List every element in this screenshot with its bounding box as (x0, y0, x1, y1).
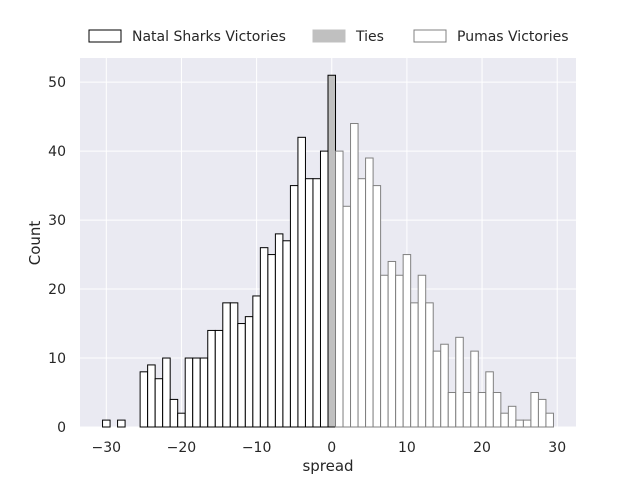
pumas-bar (417, 274, 427, 428)
pumas-bar (522, 419, 532, 428)
x-tick-label: −20 (167, 440, 197, 456)
natal-sharks-bar (207, 329, 216, 428)
pumas-bar (507, 405, 517, 428)
natal-sharks-bar (267, 254, 276, 428)
legend: Natal Sharks Victories Ties Pumas Victor… (88, 29, 569, 45)
y-tick-label: 40 (48, 144, 66, 160)
x-tick-label: 30 (548, 440, 566, 456)
pumas-bar (537, 398, 547, 428)
x-tick-label: −10 (242, 440, 272, 456)
natal-sharks-bar (274, 233, 284, 428)
pumas-bar (387, 260, 397, 428)
natal-sharks-bar (214, 329, 224, 428)
natal-sharks-bar (154, 378, 164, 428)
legend-swatch-pumas (413, 29, 447, 43)
natal-sharks-bar (237, 323, 246, 428)
natal-sharks-bar (312, 178, 321, 428)
natal-sharks-bar (147, 364, 156, 428)
pumas-bar (455, 336, 464, 428)
natal-sharks-bar (139, 371, 149, 428)
natal-sharks-bar (297, 136, 306, 428)
legend-label-natal: Natal Sharks Victories (132, 29, 286, 45)
x-tick-label: 0 (327, 440, 336, 456)
x-tick-label: −30 (92, 440, 122, 456)
legend-swatch-ties (312, 29, 346, 43)
pumas-bar (545, 412, 554, 428)
y-axis-label: Count (26, 221, 44, 266)
natal-sharks-bar (222, 302, 231, 428)
pumas-bar (500, 412, 509, 428)
pumas-bar (335, 150, 344, 428)
natal-sharks-bar (319, 150, 329, 428)
natal-sharks-bar (259, 247, 269, 428)
pumas-bar (492, 392, 502, 428)
pumas-bar (432, 350, 442, 428)
y-tick-label: 10 (48, 351, 66, 367)
natal-sharks-bar (282, 240, 291, 428)
pumas-bar (477, 392, 487, 428)
pumas-bar (342, 205, 352, 428)
natal-sharks-bar (252, 295, 261, 428)
natal-sharks-bar (162, 357, 171, 428)
pumas-bar (485, 371, 494, 428)
y-axis-ticks: 0 10 20 30 40 50 (48, 75, 66, 436)
natal-sharks-bar (289, 185, 299, 428)
y-tick-label: 50 (48, 75, 66, 91)
legend-label-pumas: Pumas Victories (457, 29, 569, 45)
natal-sharks-bar (102, 419, 111, 428)
natal-sharks-bar (169, 398, 179, 428)
pumas-bar (447, 392, 457, 428)
x-axis-ticks: −30 −20 −10 0 10 20 30 (92, 440, 567, 456)
pumas-bar (462, 392, 472, 428)
pumas-bar (425, 302, 434, 428)
y-tick-label: 30 (48, 213, 66, 229)
pumas-bar (470, 350, 479, 428)
pumas-bar (380, 274, 389, 428)
pumas-bar (410, 302, 419, 428)
legend-label-ties: Ties (355, 29, 384, 45)
y-tick-label: 20 (48, 282, 66, 298)
natal-sharks-bar (192, 357, 201, 428)
natal-sharks-bar (304, 178, 314, 428)
pumas-bar (350, 123, 359, 428)
pumas-bar (372, 185, 382, 428)
x-tick-label: 10 (398, 440, 416, 456)
natal-sharks-bar (117, 419, 126, 428)
x-axis-label: spread (302, 457, 353, 475)
pumas-bar (402, 254, 412, 428)
natal-sharks-bar (229, 302, 239, 428)
pumas-bar (515, 419, 524, 428)
x-tick-label: 20 (473, 440, 491, 456)
natal-sharks-bar (177, 412, 186, 428)
y-tick-label: 0 (57, 420, 66, 436)
pumas-bar (530, 392, 539, 428)
natal-sharks-bar (199, 357, 209, 428)
natal-sharks-bar (244, 316, 254, 428)
legend-swatch-natal (88, 29, 122, 43)
pumas-bar (395, 274, 404, 428)
pumas-bar (365, 157, 374, 428)
histogram-bars (102, 74, 554, 428)
natal-sharks-bar (184, 357, 194, 428)
ties-bar (327, 74, 337, 428)
pumas-bar (440, 343, 449, 428)
pumas-bar (357, 178, 367, 428)
